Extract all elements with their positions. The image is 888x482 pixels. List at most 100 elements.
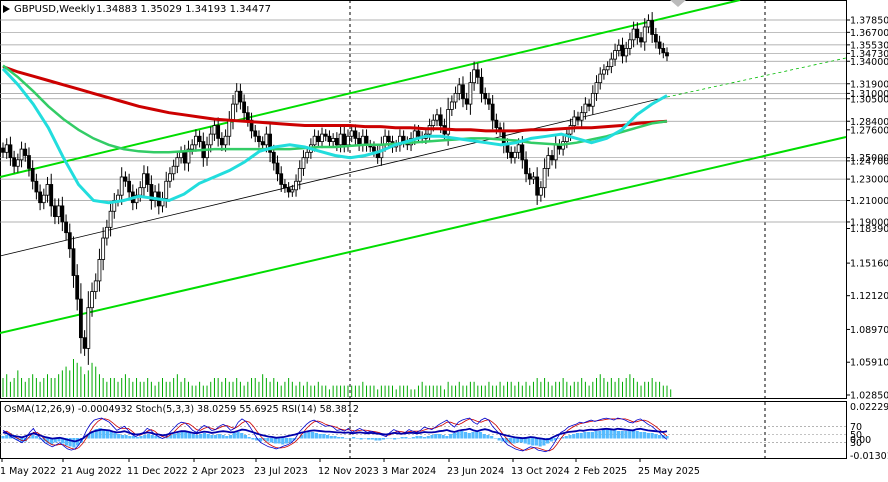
osma-bar bbox=[456, 432, 460, 439]
price-label: 1.23000 bbox=[850, 175, 888, 186]
osma-bar bbox=[531, 438, 535, 446]
main-panel-frame bbox=[0, 0, 847, 399]
osma-bar bbox=[120, 435, 124, 439]
price-label: 1.08970 bbox=[850, 325, 888, 336]
candle-body bbox=[342, 133, 347, 146]
oscillator-axis-label: 30 bbox=[850, 438, 862, 449]
osma-bar bbox=[72, 438, 76, 448]
osma-bar bbox=[322, 434, 326, 439]
osma-bar bbox=[61, 438, 65, 444]
candle-body bbox=[245, 112, 250, 121]
osma-bar bbox=[381, 438, 386, 440]
candle-body bbox=[353, 130, 358, 139]
osma-bar bbox=[199, 434, 203, 439]
price-label: 1.31000 bbox=[850, 89, 888, 100]
candle-body bbox=[346, 135, 350, 146]
candle-body bbox=[231, 103, 235, 121]
osma-bar bbox=[146, 434, 151, 439]
candle-body bbox=[479, 76, 484, 94]
osma-bar bbox=[251, 438, 255, 440]
osma-bar bbox=[590, 432, 594, 439]
candle-body bbox=[527, 173, 532, 180]
osma-bar bbox=[519, 438, 524, 443]
candle-body bbox=[275, 162, 280, 175]
osma-bar bbox=[475, 431, 479, 439]
osma-bar bbox=[225, 436, 229, 439]
candle-body bbox=[624, 47, 629, 57]
osma-bar bbox=[422, 437, 427, 439]
osma-bar bbox=[158, 437, 162, 439]
osma-bar bbox=[333, 436, 337, 439]
candle-body bbox=[82, 337, 87, 349]
candle-body bbox=[509, 151, 514, 159]
osma-bar bbox=[214, 435, 218, 439]
candle-body bbox=[312, 135, 317, 146]
candle-body bbox=[53, 205, 57, 218]
price-label: 1.15160 bbox=[850, 259, 888, 270]
osma-bar bbox=[27, 437, 31, 439]
candle-body bbox=[97, 259, 102, 282]
candle-body bbox=[468, 82, 473, 105]
osma-bar bbox=[557, 438, 561, 439]
candle-body bbox=[238, 90, 243, 103]
candle-body bbox=[449, 101, 454, 110]
candle-body bbox=[297, 167, 302, 182]
osma-bar bbox=[650, 433, 654, 439]
candle-body bbox=[372, 146, 376, 152]
osma-bar bbox=[434, 434, 438, 439]
osma-bar bbox=[87, 434, 91, 439]
candle-body bbox=[576, 116, 580, 121]
osma-bar bbox=[128, 436, 132, 439]
osma-bar bbox=[579, 433, 583, 439]
candle-body bbox=[642, 26, 647, 43]
candle-body bbox=[60, 205, 65, 223]
moving-averages bbox=[1, 64, 668, 205]
candle-body bbox=[360, 135, 365, 146]
oscillator-axis-label: 50 bbox=[850, 430, 862, 441]
osma-bar bbox=[240, 433, 244, 439]
osma-bar bbox=[493, 438, 498, 439]
candle-body bbox=[34, 180, 39, 193]
date-label: 3 Mar 2024 bbox=[382, 466, 436, 477]
osma-bar bbox=[1, 436, 5, 439]
osma-bar bbox=[284, 438, 289, 444]
osma-bar bbox=[258, 438, 262, 442]
collapse-arrow-icon[interactable] bbox=[3, 5, 10, 13]
osma-bar bbox=[620, 431, 624, 439]
candle-body bbox=[153, 191, 157, 201]
osma-bar bbox=[575, 433, 580, 439]
osma-bar bbox=[228, 435, 233, 439]
price-label: 1.24700 bbox=[850, 156, 888, 167]
candle-body bbox=[205, 144, 209, 159]
osma-bar bbox=[411, 437, 415, 439]
osma-bar bbox=[542, 438, 546, 446]
oscillator-axis-label: 0.022290 bbox=[850, 402, 888, 413]
candle-body bbox=[123, 176, 128, 182]
osma-bar bbox=[64, 438, 69, 446]
osma-bar bbox=[273, 438, 277, 444]
osma-bar bbox=[437, 434, 442, 439]
candle-body bbox=[149, 184, 154, 201]
candle-body bbox=[457, 84, 462, 94]
candle-body bbox=[90, 291, 94, 309]
osma-bar bbox=[49, 438, 54, 445]
osma-bar bbox=[109, 431, 113, 439]
price-label: 1.37850 bbox=[850, 16, 888, 27]
price-label: 1.21000 bbox=[850, 196, 888, 207]
candle-body bbox=[461, 84, 465, 100]
osma-bar bbox=[415, 436, 419, 439]
osma-bar bbox=[299, 435, 304, 439]
oscillator-axis-label: -0.013011 bbox=[850, 451, 888, 462]
osma-bar bbox=[613, 430, 617, 439]
osma-bar bbox=[113, 433, 117, 439]
candle-body bbox=[305, 151, 310, 159]
thin-trend-line bbox=[0, 96, 668, 257]
osma-bar bbox=[352, 437, 356, 439]
candle-body bbox=[598, 73, 603, 84]
candle-body bbox=[75, 275, 80, 300]
candle-body bbox=[15, 159, 20, 167]
candle-body bbox=[542, 167, 547, 189]
osma-bar bbox=[598, 431, 602, 439]
date-label: 23 Jun 2024 bbox=[447, 466, 504, 477]
